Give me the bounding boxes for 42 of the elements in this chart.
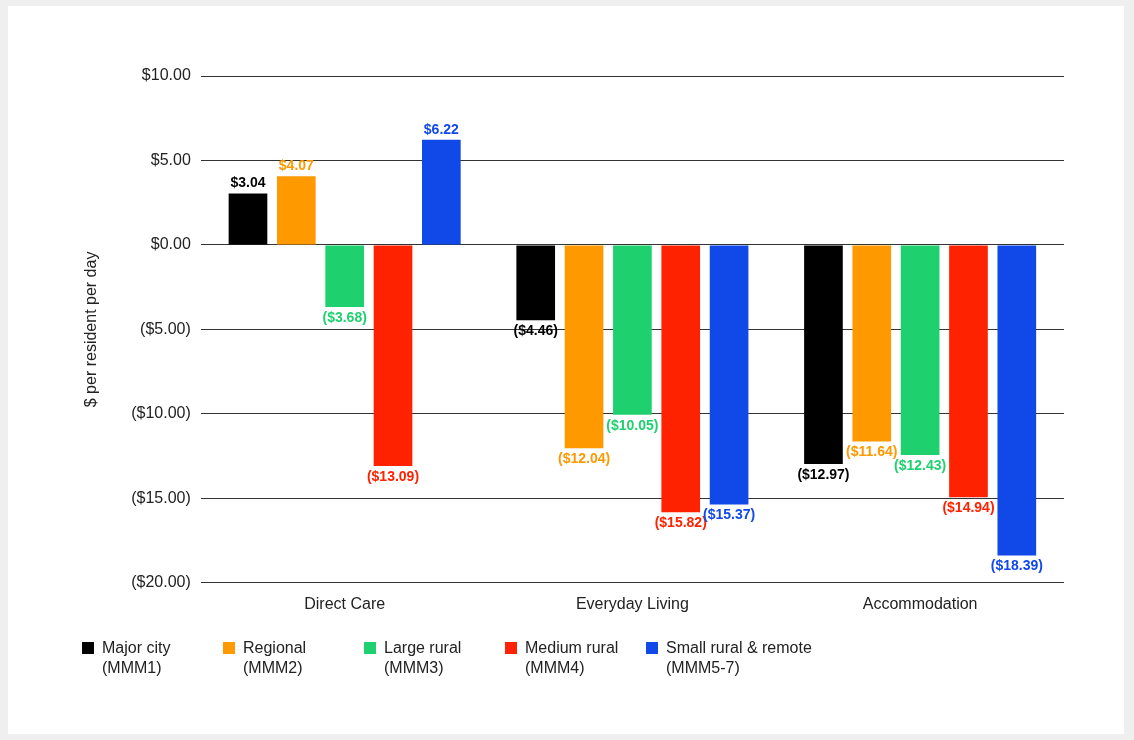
bar [422,139,461,245]
data-label: $4.07 [278,157,315,174]
bar [373,245,413,467]
bar [516,245,556,321]
x-tick-label: Accommodation [862,594,978,612]
y-tick-label: ($5.00) [140,319,191,337]
data-label: ($12.97) [797,465,850,482]
y-tick-label: $5.00 [150,150,191,168]
bar [661,245,701,513]
y-tick-label: ($10.00) [131,404,191,422]
x-tick-label: Direct Care [304,594,386,612]
bar [804,245,843,465]
bar [228,193,268,245]
data-label: ($13.09) [366,467,420,484]
data-label: $3.04 [230,174,266,191]
y-tick-label: $0.00 [150,235,191,253]
bar [325,245,364,308]
legend-label: Large rural (MMM3) [384,638,462,678]
y-tick-label: ($15.00) [131,488,191,506]
y-tick-label: ($20.00) [131,573,191,591]
bar [613,245,652,415]
legend-label: Medium rural (MMM4) [525,638,619,678]
data-label: ($10.05) [606,416,659,433]
data-label: ($3.68) [322,308,367,325]
data-label: ($18.39) [990,557,1043,574]
data-label: ($14.94) [942,499,995,516]
legend-label: Regional (MMM2) [243,638,307,678]
data-label: $6.22 [423,120,460,137]
data-label: ($12.04) [557,450,611,467]
y-axis-title: $ per resident per day [82,251,100,408]
bar [564,245,604,449]
legend-label: Small rural & remote (MMM5-7) [666,638,812,678]
y-tick-label: $10.00 [141,66,191,84]
bar [709,245,749,505]
bar [852,245,892,442]
data-label: ($11.64) [846,443,898,460]
bar [997,245,1037,556]
x-tick-label: Everyday Living [575,594,689,612]
legend-label: Major city (MMM1) [102,638,171,678]
bar [949,245,988,498]
bar [276,176,316,245]
bar [900,245,940,455]
